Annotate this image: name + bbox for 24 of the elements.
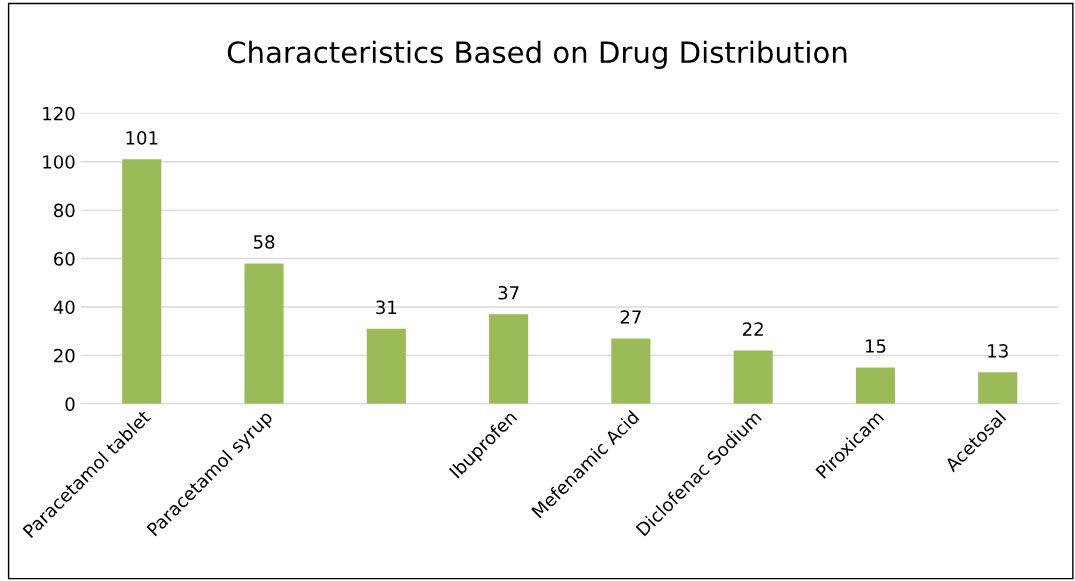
y-tick-label: 60 bbox=[54, 252, 75, 266]
data-label: 101 bbox=[126, 131, 158, 145]
data-label: 27 bbox=[620, 310, 641, 324]
data-label: 37 bbox=[498, 285, 519, 300]
y-tick-label: 100 bbox=[43, 155, 75, 169]
data-label: 58 bbox=[253, 235, 275, 249]
data-label: 15 bbox=[865, 339, 886, 353]
bar bbox=[855, 367, 896, 404]
data-label: 22 bbox=[743, 322, 763, 336]
y-tick-label: 120 bbox=[43, 106, 75, 121]
bar bbox=[366, 328, 406, 404]
data-label: 31 bbox=[376, 300, 397, 315]
y-tick-label: 40 bbox=[53, 300, 75, 315]
bar bbox=[733, 350, 773, 404]
bar bbox=[244, 263, 284, 404]
chart-title: Characteristics Based on Drug Distribution bbox=[227, 40, 847, 69]
bar bbox=[489, 314, 529, 404]
data-label: 13 bbox=[988, 344, 1008, 358]
bar bbox=[611, 338, 651, 404]
bar bbox=[978, 372, 1018, 404]
bar bbox=[122, 159, 162, 404]
y-tick-label: 20 bbox=[54, 348, 75, 363]
y-tick-label: 0 bbox=[65, 397, 75, 411]
y-tick-label: 80 bbox=[54, 203, 75, 218]
